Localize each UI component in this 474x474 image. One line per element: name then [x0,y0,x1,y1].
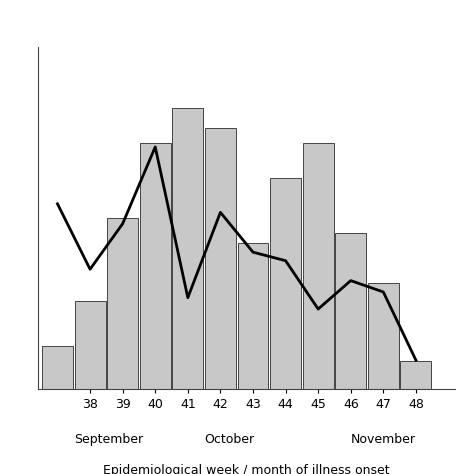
Bar [368,283,399,389]
Text: November: November [351,433,416,446]
Bar [303,143,334,389]
Text: September: September [74,433,143,446]
Bar [140,143,171,389]
Bar [401,361,431,389]
Bar [107,218,138,389]
Bar [205,128,236,389]
Bar [42,346,73,389]
Bar [335,233,366,389]
Text: October: October [204,433,254,446]
Text: Epidemiological week / month of illness onset: Epidemiological week / month of illness … [103,464,390,474]
Bar [237,243,268,389]
Bar [74,301,106,389]
Bar [270,178,301,389]
Bar [173,108,203,389]
